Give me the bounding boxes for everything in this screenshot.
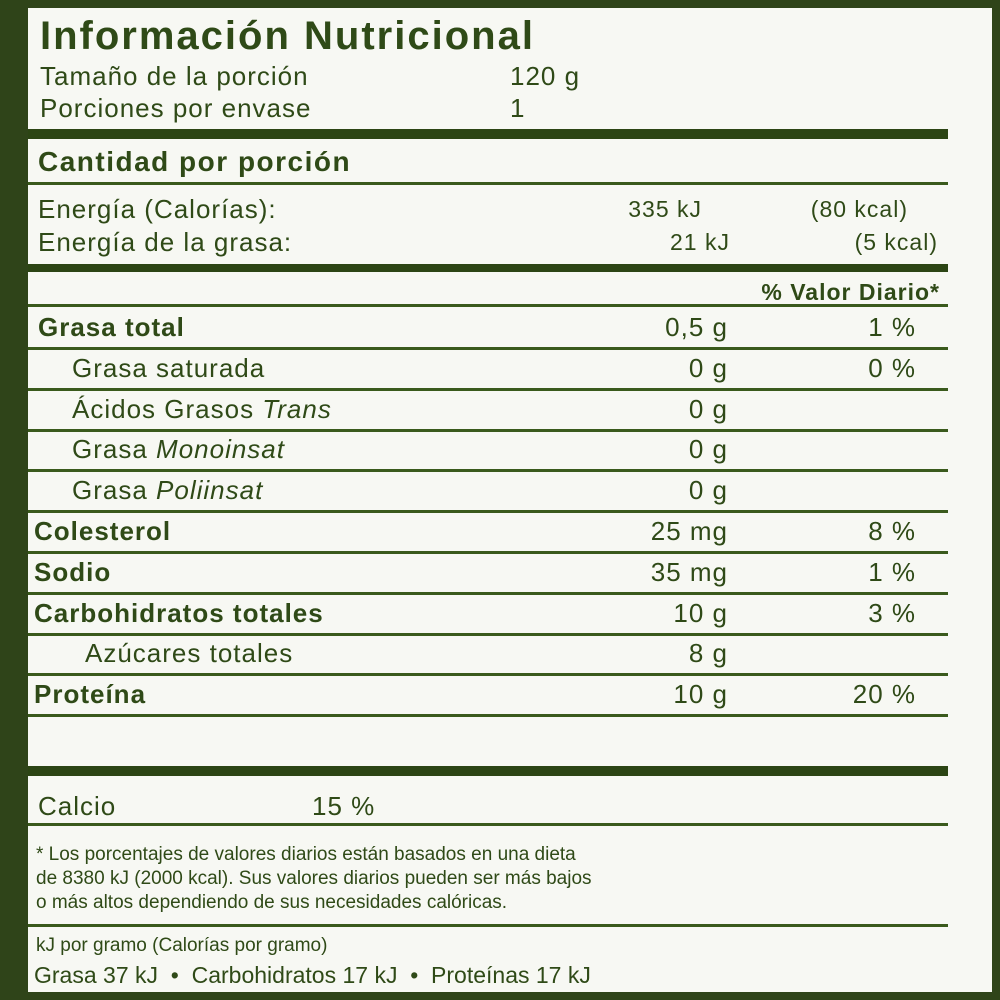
nutrient-label: Carbohidratos totales bbox=[34, 600, 324, 626]
nutrient-name: Colesterol bbox=[34, 516, 172, 546]
per-gram-values: Grasa 37 kJ • Carbohidratos 17 kJ • Prot… bbox=[34, 962, 591, 988]
nutrient-amount: 25 mg bbox=[650, 516, 728, 546]
divider bbox=[28, 632, 948, 636]
nutrient-name: Sodio bbox=[34, 556, 112, 587]
fat-energy-label: Energía de la grasa: bbox=[38, 227, 293, 257]
nutrient-label: Proteína bbox=[34, 681, 146, 707]
divider bbox=[28, 304, 948, 307]
divider bbox=[28, 428, 948, 432]
nutrient-amount: 0,5 g bbox=[665, 312, 728, 342]
amount-per-serving-header: Cantidad por porción bbox=[38, 146, 352, 177]
calcium-value: 15 % bbox=[312, 791, 376, 821]
divider bbox=[28, 714, 948, 717]
divider bbox=[28, 129, 948, 139]
nutrient-label: Grasa total bbox=[38, 314, 185, 340]
nutrient-label: Grasa Poliinsat bbox=[72, 477, 263, 503]
nutrient-name-italic: Trans bbox=[262, 393, 332, 424]
fat-energy-kj: 21 kJ bbox=[670, 229, 730, 255]
nutrient-label: Grasa saturada bbox=[72, 355, 265, 381]
nutrient-label: Ácidos Grasos Trans bbox=[72, 396, 332, 422]
servings-per-container-label: Porciones por envase bbox=[40, 93, 312, 123]
footnote-line: o más altos dependiendo de sus necesidad… bbox=[36, 892, 508, 913]
serving-size-label: Tamaño de la porción bbox=[40, 61, 309, 91]
nutrient-amount: 0 g bbox=[688, 475, 728, 506]
daily-value-header: % Valor Diario* bbox=[761, 279, 940, 305]
nutrient-daily-value: 1 % bbox=[868, 312, 916, 342]
serving-size-value: 120 g bbox=[510, 61, 581, 91]
nutrient-daily-value: 20 % bbox=[852, 679, 916, 710]
nutrition-label bbox=[28, 8, 992, 992]
nutrient-daily-value: 0 % bbox=[868, 352, 916, 383]
nutrient-name: Ácidos Grasos bbox=[72, 393, 263, 424]
nutrient-label: Azúcares totales bbox=[85, 640, 293, 666]
nutrient-name: Grasa bbox=[72, 475, 157, 506]
per-gram-header: kJ por gramo (Calorías por gramo) bbox=[36, 935, 328, 956]
divider bbox=[28, 766, 948, 776]
nutrient-label: Sodio bbox=[34, 559, 111, 585]
nutrient-name: Proteína bbox=[34, 679, 147, 710]
nutrient-name: Grasa bbox=[72, 434, 157, 465]
nutrient-name: Grasa saturada bbox=[72, 352, 266, 383]
divider bbox=[28, 387, 948, 391]
fat-energy-kcal: (5 kcal) bbox=[854, 229, 938, 255]
nutrient-name-italic: Monoinsat bbox=[156, 434, 285, 465]
footnote-line: * Los porcentajes de valores diarios est… bbox=[36, 844, 576, 865]
divider bbox=[28, 823, 948, 826]
divider bbox=[28, 510, 948, 514]
divider bbox=[28, 469, 948, 473]
energy-kcal: (80 kcal) bbox=[810, 196, 908, 222]
nutrient-label: Grasa Monoinsat bbox=[72, 436, 285, 462]
energy-label: Energía (Calorías): bbox=[38, 194, 277, 224]
nutrient-amount: 0 g bbox=[688, 393, 728, 424]
nutrient-amount: 8 g bbox=[688, 638, 728, 669]
nutrient-daily-value: 3 % bbox=[868, 597, 916, 628]
energy-kj: 335 kJ bbox=[628, 196, 702, 222]
nutrient-amount: 10 g bbox=[673, 597, 728, 628]
divider bbox=[28, 551, 948, 554]
divider bbox=[28, 182, 948, 185]
calcium-label: Calcio bbox=[38, 791, 117, 821]
nutrient-amount: 0 g bbox=[688, 352, 728, 383]
label-title: Información Nutricional bbox=[40, 14, 535, 58]
nutrient-amount: 35 mg bbox=[650, 556, 728, 587]
nutrient-name-italic: Poliinsat bbox=[156, 475, 264, 506]
nutrient-name: Azúcares totales bbox=[85, 638, 294, 669]
nutrient-name: Grasa total bbox=[38, 312, 185, 342]
divider bbox=[28, 924, 948, 927]
nutrient-daily-value: 8 % bbox=[868, 516, 916, 546]
nutrient-daily-value: 1 % bbox=[868, 556, 916, 587]
servings-per-container-value: 1 bbox=[510, 93, 526, 123]
footnote-line: de 8380 kJ (2000 kcal). Sus valores diar… bbox=[36, 868, 592, 889]
nutrient-label: Colesterol bbox=[34, 518, 171, 544]
divider bbox=[28, 591, 948, 595]
divider bbox=[28, 347, 948, 350]
divider bbox=[28, 264, 948, 272]
nutrient-amount: 0 g bbox=[688, 434, 728, 465]
divider bbox=[28, 673, 948, 677]
nutrient-name: Carbohidratos totales bbox=[34, 597, 324, 628]
nutrient-amount: 10 g bbox=[673, 679, 728, 710]
